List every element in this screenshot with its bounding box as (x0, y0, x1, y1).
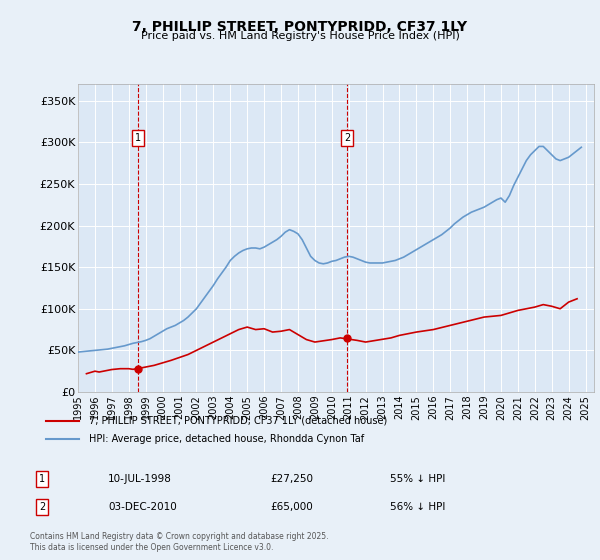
Text: 1: 1 (39, 474, 45, 484)
Text: HPI: Average price, detached house, Rhondda Cynon Taf: HPI: Average price, detached house, Rhon… (89, 434, 365, 444)
Text: £27,250: £27,250 (270, 474, 313, 484)
Text: 2: 2 (39, 502, 45, 512)
Text: 03-DEC-2010: 03-DEC-2010 (108, 502, 177, 512)
Text: 55% ↓ HPI: 55% ↓ HPI (390, 474, 445, 484)
Text: 56% ↓ HPI: 56% ↓ HPI (390, 502, 445, 512)
Text: £65,000: £65,000 (270, 502, 313, 512)
Text: 7, PHILLIP STREET, PONTYPRIDD, CF37 1LY: 7, PHILLIP STREET, PONTYPRIDD, CF37 1LY (133, 20, 467, 34)
Text: 10-JUL-1998: 10-JUL-1998 (108, 474, 172, 484)
Text: 7, PHILLIP STREET, PONTYPRIDD, CF37 1LY (detached house): 7, PHILLIP STREET, PONTYPRIDD, CF37 1LY … (89, 416, 388, 426)
Text: 2: 2 (344, 133, 350, 143)
Text: Price paid vs. HM Land Registry's House Price Index (HPI): Price paid vs. HM Land Registry's House … (140, 31, 460, 41)
Text: Contains HM Land Registry data © Crown copyright and database right 2025.
This d: Contains HM Land Registry data © Crown c… (30, 532, 329, 552)
Text: 1: 1 (134, 133, 140, 143)
